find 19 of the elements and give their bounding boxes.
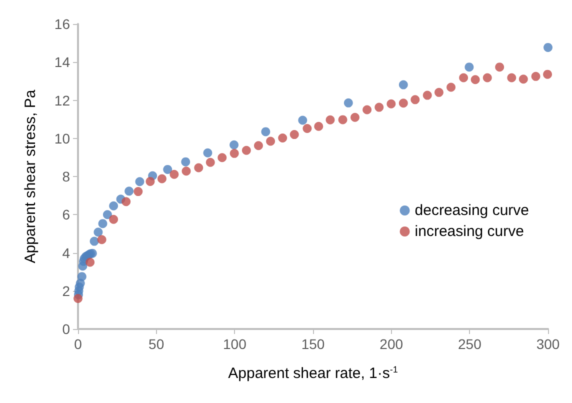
y-tick-label: 8 [62, 168, 70, 184]
y-tick-label: 12 [54, 92, 70, 108]
x-tick-label: 0 [74, 336, 82, 352]
x-tick-label: 300 [536, 336, 560, 352]
y-tick-label: 0 [62, 321, 70, 337]
x-tick-label: 150 [301, 336, 325, 352]
y-tick-label: 2 [62, 282, 70, 299]
y-tick-label: 16 [54, 16, 70, 32]
y-tick-label: 10 [54, 130, 70, 146]
y-tick-label: 4 [62, 244, 70, 261]
x-tick-label: 50 [148, 336, 164, 352]
x-tick-label: 100 [222, 336, 247, 352]
legend-label: decreasing curve [414, 202, 530, 219]
x-tick-label: 200 [380, 336, 404, 352]
y-tick-label: 6 [62, 206, 70, 223]
y-tick-label: 14 [54, 54, 70, 70]
legend-label: increasing curve [414, 223, 524, 240]
x-tick-label: 250 [458, 336, 482, 352]
y-axis-title: Apparent shear stress, Pa [22, 89, 39, 264]
